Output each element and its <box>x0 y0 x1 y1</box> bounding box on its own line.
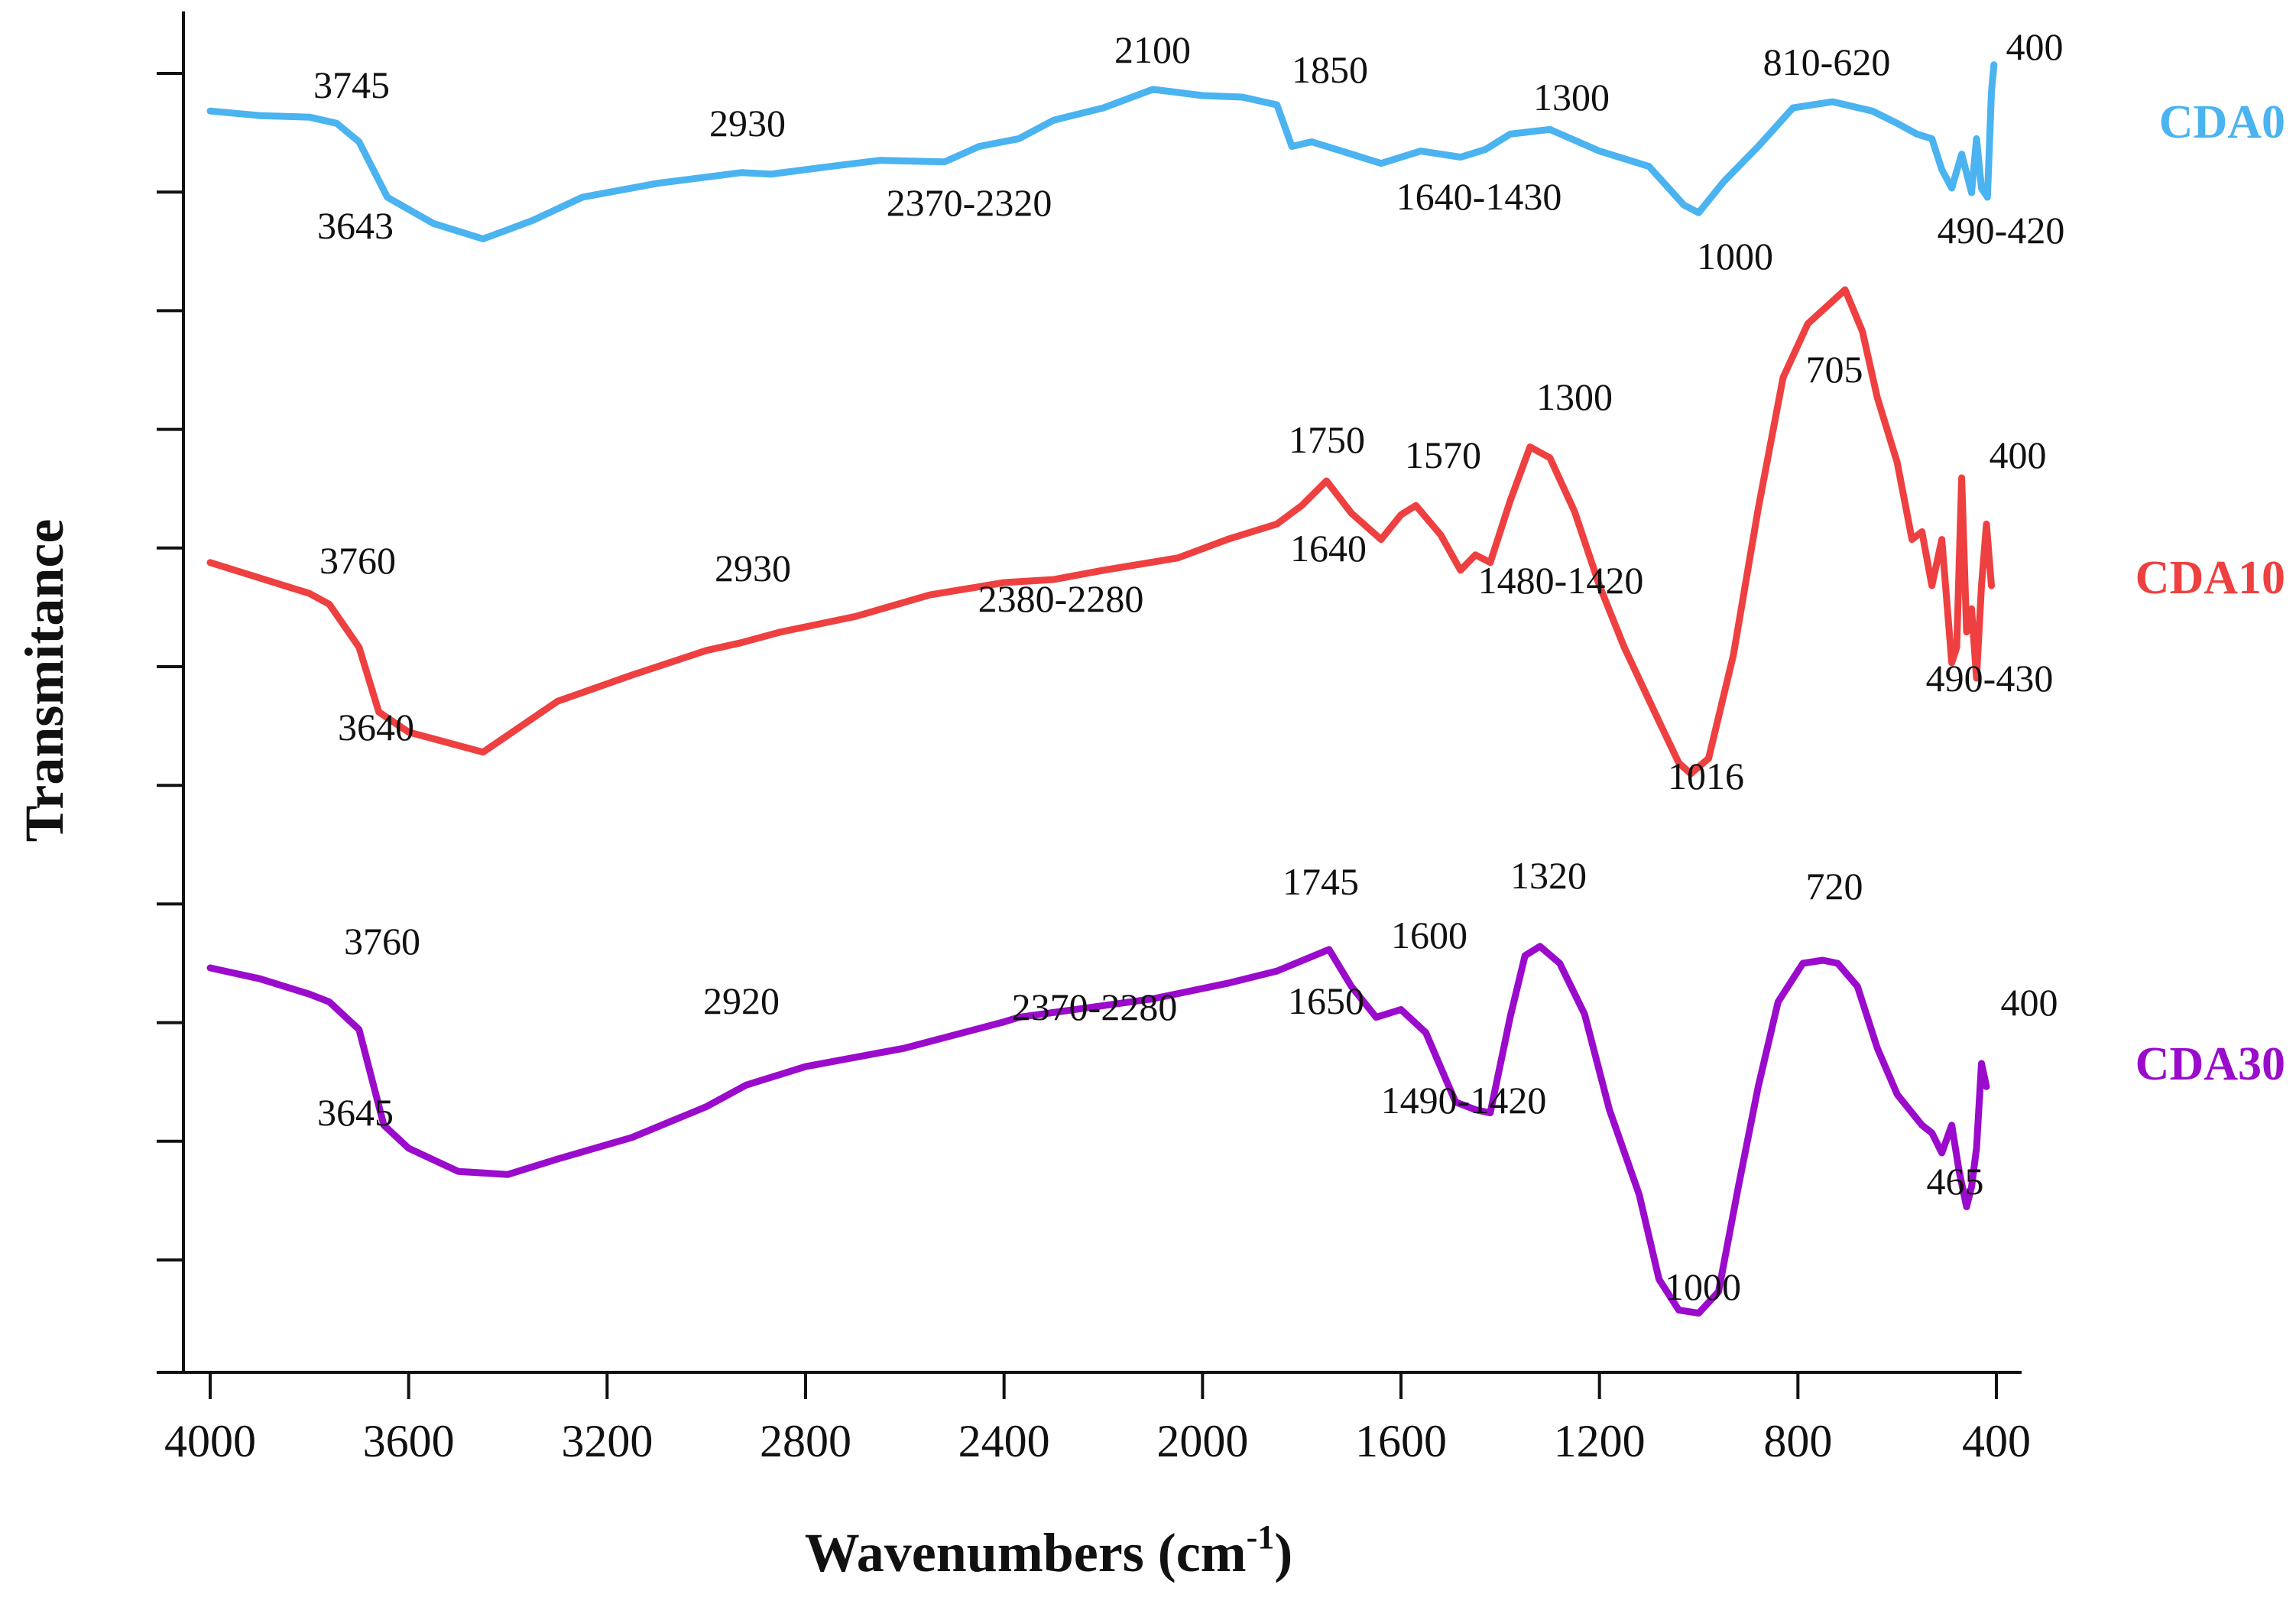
peak-label: 3760 <box>344 920 420 963</box>
peak-label: 490-430 <box>1926 657 2054 700</box>
peak-label: 2920 <box>703 979 780 1022</box>
peak-label: 1300 <box>1533 76 1610 119</box>
series-line-cda0 <box>206 61 1998 242</box>
series-name-cda30: CDA30 <box>2135 1038 2285 1090</box>
peak-label: 3645 <box>317 1091 394 1134</box>
x-tick-label: 800 <box>1763 1416 1832 1466</box>
x-ticks <box>209 1372 1998 1399</box>
peak-label: 3745 <box>313 63 390 106</box>
peak-label: 400 <box>2001 981 2058 1024</box>
peak-label: 1570 <box>1405 433 1481 476</box>
x-axis-title-main: Wavenumbers (cm <box>805 1522 1247 1583</box>
peak-label: 1640 <box>1290 527 1367 570</box>
x-tick-labels: 4000 3600 3200 2800 2400 2000 1600 1200 800 400 <box>164 1416 2031 1466</box>
series-line-cda30 <box>206 943 1990 1317</box>
peak-label: 1600 <box>1391 914 1467 956</box>
series-names: CDA0 CDA10 CDA30 <box>2135 96 2285 1090</box>
peak-label: 1320 <box>1510 854 1587 897</box>
peak-label: 1016 <box>1668 755 1744 797</box>
peak-label: 2380-2280 <box>978 577 1144 620</box>
x-tick-label: 2400 <box>958 1416 1050 1466</box>
peak-label: 1000 <box>1665 1265 1741 1308</box>
peak-label: 465 <box>1927 1160 1984 1203</box>
x-axis-title: Wavenumbers (cm-1) <box>805 1518 1293 1583</box>
x-tick-label: 3600 <box>363 1416 455 1466</box>
x-tick-label: 400 <box>1962 1416 2031 1466</box>
peak-label: 1480-1420 <box>1478 559 1644 602</box>
peak-label: 1850 <box>1292 48 1368 91</box>
peak-label: 720 <box>1806 865 1863 908</box>
peak-annotations: 3745 3643 2930 2370-2320 2100 1850 1640-1430 13… <box>313 25 2064 1308</box>
x-tick-label: 1600 <box>1355 1416 1447 1466</box>
peak-label: 2930 <box>715 547 791 589</box>
x-tick-label: 2000 <box>1156 1416 1248 1466</box>
peak-label: 705 <box>1806 348 1863 391</box>
peak-label: 1490-1420 <box>1381 1079 1547 1122</box>
peak-label: 400 <box>2006 25 2064 68</box>
series-lines <box>206 61 1998 1317</box>
x-tick-label: 2800 <box>760 1416 851 1466</box>
peak-label: 1300 <box>1536 375 1613 418</box>
axes <box>157 11 2022 1374</box>
peak-label: 3760 <box>319 539 396 582</box>
x-tick-label: 1200 <box>1554 1416 1646 1466</box>
y-ticks <box>157 72 183 1261</box>
peak-label: 1750 <box>1289 418 1365 461</box>
peak-label: 3640 <box>338 706 414 748</box>
x-tick-label: 4000 <box>164 1416 256 1466</box>
y-axis-title: Transmitance <box>14 519 75 843</box>
peak-label: 810-620 <box>1763 41 1891 83</box>
series-name-cda0: CDA0 <box>2159 96 2285 148</box>
peak-label: 1745 <box>1283 860 1359 903</box>
series-line-cda10 <box>206 286 1995 778</box>
peak-label: 1650 <box>1288 979 1364 1022</box>
peak-label: 490-420 <box>1938 209 2065 252</box>
series-name-cda10: CDA10 <box>2135 552 2285 604</box>
peak-label: 2370-2320 <box>887 181 1052 224</box>
peak-label: 2370-2280 <box>1012 985 1178 1028</box>
x-axis-title-superscript: -1 <box>1247 1518 1275 1556</box>
peak-label: 2930 <box>709 102 786 144</box>
peak-label: 1640-1430 <box>1396 175 1562 218</box>
peak-label: 400 <box>1990 433 2047 476</box>
peak-label: 3643 <box>317 204 394 247</box>
x-axis-title-close: ) <box>1274 1522 1292 1583</box>
peak-label: 2100 <box>1114 28 1191 71</box>
peak-label: 1000 <box>1697 235 1773 278</box>
x-tick-label: 3200 <box>561 1416 653 1466</box>
